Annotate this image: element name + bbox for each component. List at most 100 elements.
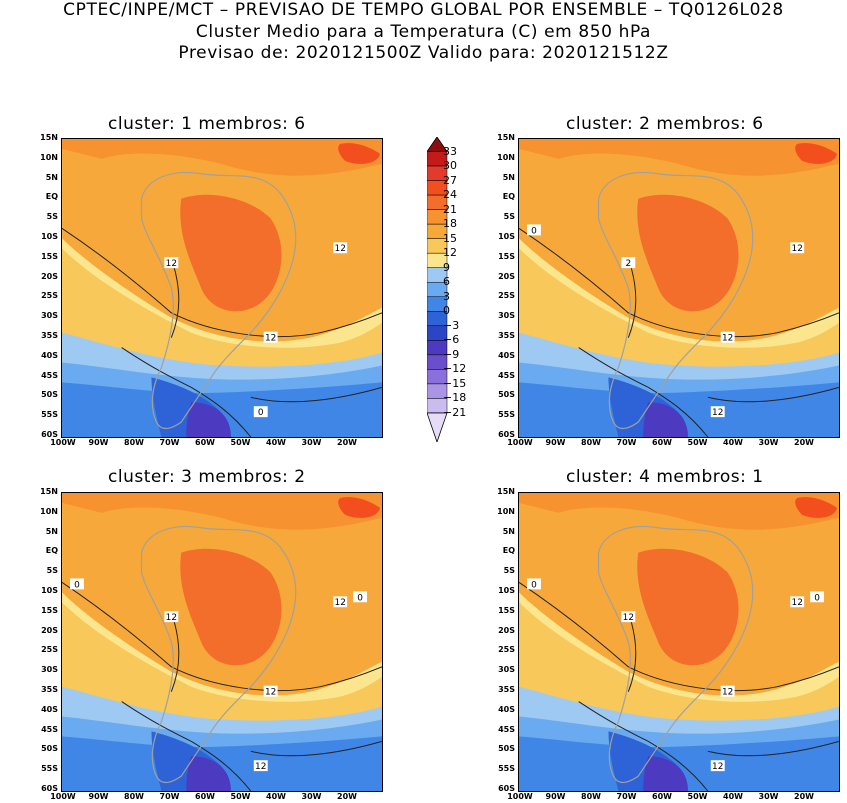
map-panel-4: 12 12 12 12 0 0 <box>518 492 840 792</box>
contour-label: 0 <box>527 578 541 590</box>
svg-text:12: 12 <box>335 244 346 254</box>
lat-tick-label: 40S <box>498 704 515 714</box>
lat-tick-label: 5N <box>502 526 515 536</box>
temperature-map: 12 12 12 12 0 0 <box>62 493 382 791</box>
colorbar-label: 27 <box>443 173 457 187</box>
lat-tick-label: 50S <box>41 390 58 400</box>
contour-label: 12 <box>263 685 278 698</box>
contour-label: 12 <box>621 611 636 623</box>
svg-text:12: 12 <box>792 598 803 608</box>
lat-tick-label: 25S <box>498 645 515 655</box>
contour-label: 12 <box>333 596 348 608</box>
lon-tick-label: 60W <box>195 792 215 801</box>
colorbar-bottom-arrow <box>427 412 448 442</box>
svg-text:0: 0 <box>814 593 820 603</box>
lon-tick-label: 40W <box>266 438 286 447</box>
lon-tick-label: 50W <box>230 438 251 447</box>
lon-tick-label: 80W <box>124 792 144 801</box>
lon-tick-label: 90W <box>88 438 109 447</box>
lat-tick-label: 30S <box>498 665 515 675</box>
lat-tick-label: 30S <box>498 311 515 321</box>
colorbar-label: −12 <box>443 362 467 376</box>
lon-tick-label: 40W <box>266 792 286 801</box>
lat-tick-label: 40S <box>498 350 515 360</box>
lat-tick-label: 60S <box>498 784 515 793</box>
colorbar-label: 6 <box>443 275 450 289</box>
contour-label: 0 <box>253 406 268 418</box>
lon-tick-label: 70W <box>159 438 180 447</box>
contour-label: 12 <box>710 406 725 418</box>
header-line-3: Previsao de: 2020121500Z Valido para: 20… <box>178 43 669 63</box>
panel-4-title: cluster: 4 membros: 1 <box>566 467 764 487</box>
svg-text:0: 0 <box>258 408 264 418</box>
colorbar-label: −21 <box>443 405 467 419</box>
lat-tick-label: 40S <box>41 704 58 714</box>
lat-tick-label: 10S <box>41 586 58 595</box>
lon-tick-label: 30W <box>758 792 779 801</box>
panel-1-title: cluster: 1 membros: 6 <box>108 114 306 134</box>
lat-tick-label: 15S <box>498 605 515 615</box>
svg-text:12: 12 <box>265 334 276 344</box>
svg-text:12: 12 <box>265 688 276 698</box>
lat-tick-label: 25S <box>41 645 58 655</box>
lat-tick-label: 5S <box>503 566 515 576</box>
header-line-1: CPTEC/INPE/MCT – PREVISAO DE TEMPO GLOBA… <box>63 0 784 20</box>
lat-tick-label: EQ <box>45 546 58 556</box>
lat-tick-label: 15N <box>40 487 58 496</box>
contour-label: 12 <box>263 331 278 344</box>
contour-label: 12 <box>164 611 179 623</box>
lon-tick-label: 30W <box>301 438 322 447</box>
svg-text:12: 12 <box>255 762 266 772</box>
lat-tick-label: 55S <box>41 764 58 774</box>
contour-label: 12 <box>253 760 268 772</box>
lat-tick-label: 5N <box>45 172 58 182</box>
lon-tick-label: 20W <box>337 438 357 447</box>
colorbar-label: −6 <box>443 333 460 347</box>
lat-tick-label: 50S <box>41 744 58 754</box>
contour-label: 0 <box>70 578 84 590</box>
temperature-map: 12 12 12 0 <box>62 139 382 437</box>
lon-tick-label: 70W <box>616 438 637 447</box>
lon-tick-label: 70W <box>159 792 180 801</box>
svg-text:0: 0 <box>74 580 80 590</box>
lon-tick-label: 100W <box>50 438 76 447</box>
map-panel-2: 2 12 12 12 0 <box>518 138 840 438</box>
lat-tick-label: 15S <box>41 251 58 261</box>
lat-tick-label: EQ <box>502 546 515 556</box>
lat-tick-label: 35S <box>498 331 515 340</box>
colorbar-label: 3 <box>443 289 450 303</box>
contour-label: 0 <box>527 224 541 236</box>
svg-text:12: 12 <box>166 613 177 623</box>
lon-tick-label: 40W <box>723 438 743 447</box>
lat-tick-label: 10S <box>498 232 515 241</box>
lat-tick-label: 5S <box>46 566 58 576</box>
map-panel-1: 12 12 12 0 <box>61 138 383 438</box>
lat-tick-label: 45S <box>498 724 515 734</box>
svg-text:2: 2 <box>625 259 631 269</box>
lon-tick-label: 50W <box>230 792 251 801</box>
lat-tick-label: 10S <box>41 232 58 241</box>
colorbar-label: 9 <box>443 260 450 274</box>
lat-tick-label: 50S <box>498 744 515 754</box>
lon-tick-label: 90W <box>88 792 109 801</box>
contour-label: 12 <box>790 242 805 254</box>
lat-tick-label: 5S <box>46 212 58 222</box>
lon-tick-label: 100W <box>507 438 533 447</box>
lon-tick-label: 60W <box>652 792 672 801</box>
lon-tick-label: 20W <box>794 792 814 801</box>
lon-tick-label: 90W <box>545 792 566 801</box>
lon-tick-label: 90W <box>545 438 566 447</box>
lat-tick-label: 20S <box>41 271 58 281</box>
lat-tick-label: 45S <box>41 724 58 734</box>
lon-tick-label: 30W <box>301 792 322 801</box>
lat-tick-label: 60S <box>498 430 515 439</box>
colorbar-label: 30 <box>443 159 457 173</box>
lon-tick-label: 80W <box>124 438 144 447</box>
lat-tick-label: 60S <box>41 430 58 439</box>
svg-text:12: 12 <box>335 598 346 608</box>
lat-tick-label: 25S <box>498 291 515 301</box>
lon-tick-label: 50W <box>687 438 708 447</box>
lat-tick-label: 5N <box>45 526 58 536</box>
lat-tick-label: 10N <box>497 506 515 516</box>
lat-tick-label: 15N <box>497 133 515 142</box>
